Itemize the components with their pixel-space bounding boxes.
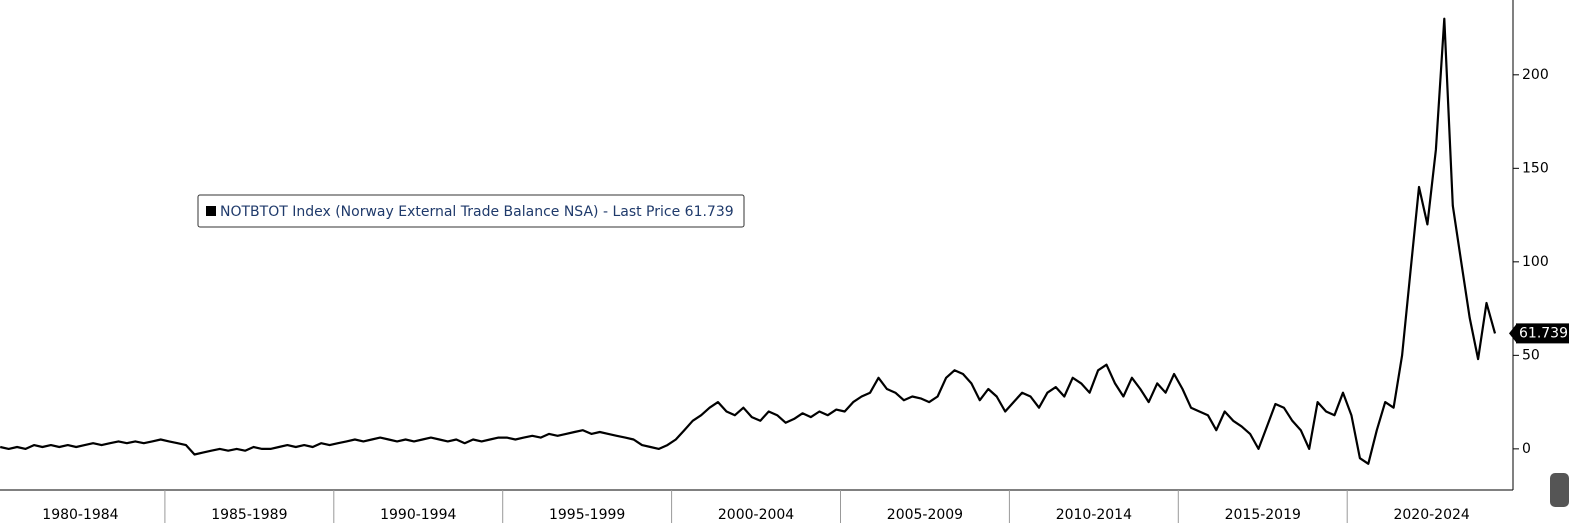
x-tick-label: 1990-1994 bbox=[380, 507, 456, 523]
x-tick-label: 2000-2004 bbox=[718, 507, 794, 523]
y-tick-label: 150 bbox=[1522, 160, 1549, 176]
corner-icon[interactable] bbox=[1550, 473, 1569, 507]
x-tick-label: 2015-2019 bbox=[1225, 507, 1301, 523]
x-tick-label: 1995-1999 bbox=[549, 507, 625, 523]
legend-box bbox=[197, 194, 745, 228]
line-series bbox=[0, 17, 1497, 465]
x-tick-label: 1985-1989 bbox=[211, 507, 287, 523]
last-price-label: 61.739 bbox=[1519, 325, 1568, 341]
last-price-box bbox=[1516, 323, 1569, 344]
x-tick-label: 2010-2014 bbox=[1056, 507, 1132, 523]
y-tick-label: 100 bbox=[1522, 254, 1549, 270]
y-tick-label: 50 bbox=[1522, 347, 1540, 363]
legend-label: NOTBTOT Index (Norway External Trade Bal… bbox=[220, 204, 734, 220]
y-tick-label: 0 bbox=[1522, 441, 1531, 457]
legend-swatch bbox=[206, 206, 216, 216]
x-tick-label: 1980-1984 bbox=[42, 507, 118, 523]
x-tick-label: 2020-2024 bbox=[1393, 507, 1469, 523]
last-price-arrow bbox=[1509, 323, 1517, 344]
x-tick-label: 2005-2009 bbox=[887, 507, 963, 523]
y-tick-label: 200 bbox=[1522, 67, 1549, 83]
